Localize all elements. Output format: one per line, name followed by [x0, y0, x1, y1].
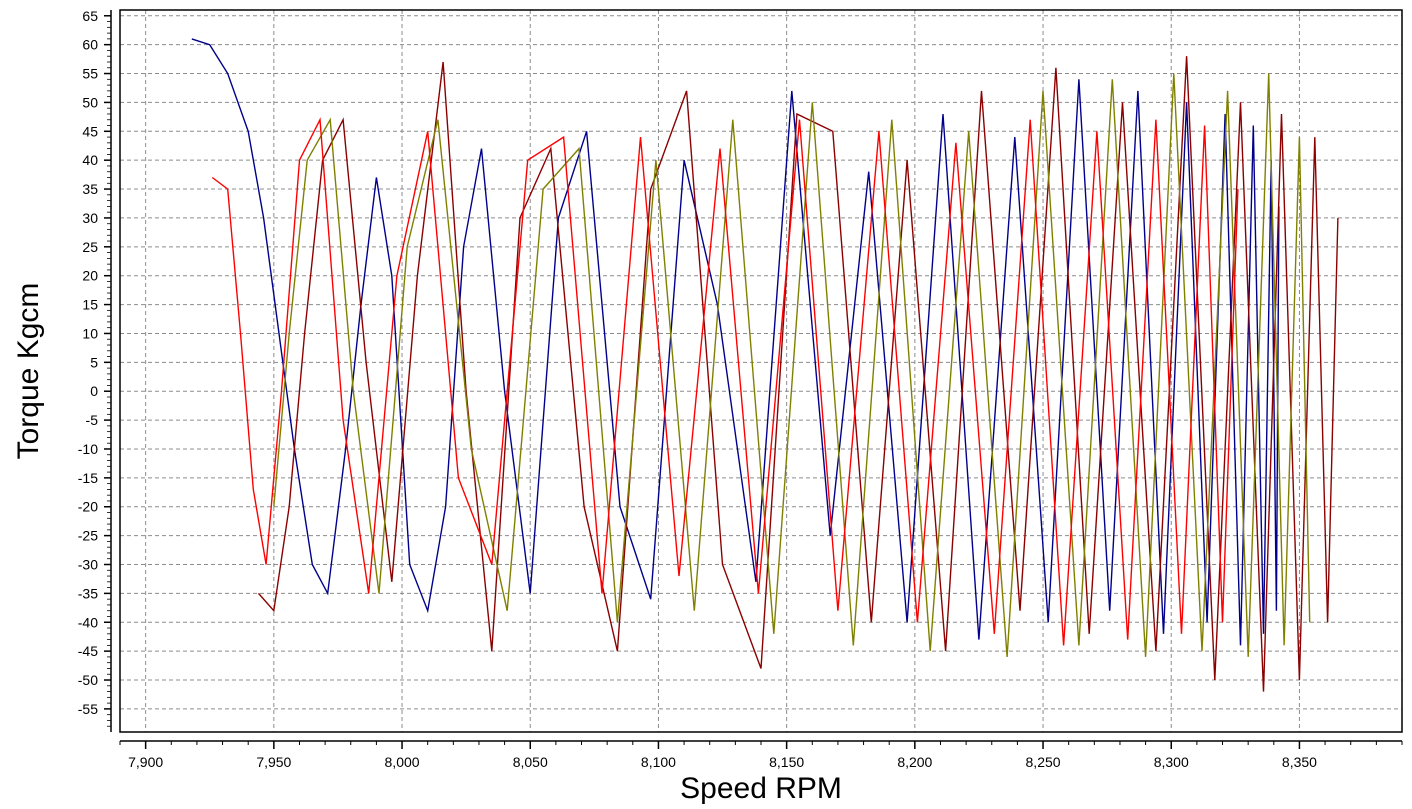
y-tick-label: -25 — [78, 528, 98, 544]
y-tick-label: 15 — [82, 297, 98, 313]
y-axis-title: Torque Kgcm — [12, 283, 45, 460]
y-tick-label: -45 — [78, 643, 98, 659]
series-line-1 — [191, 38, 1280, 646]
y-tick-label: -15 — [78, 470, 98, 486]
x-tick-label: 7,900 — [128, 754, 163, 770]
y-tick-label: -30 — [78, 556, 98, 572]
y-tick-label: -35 — [78, 585, 98, 601]
series-group — [191, 38, 1339, 692]
y-tick-label: -55 — [78, 701, 98, 717]
y-tick-label: 55 — [82, 66, 98, 82]
y-tick-label: -5 — [86, 412, 99, 428]
axis-ticks: 65605550454035302520151050-5-10-15-20-25… — [78, 8, 1403, 770]
y-tick-label: 0 — [90, 383, 98, 399]
y-tick-label: 25 — [82, 239, 98, 255]
y-tick-label: 45 — [82, 123, 98, 139]
y-tick-label: 40 — [82, 152, 98, 168]
y-tick-label: 10 — [82, 325, 98, 341]
y-tick-label: 30 — [82, 210, 98, 226]
plot-background — [120, 10, 1402, 732]
plot-frame — [119, 9, 1403, 733]
x-tick-label: 8,000 — [385, 754, 420, 770]
x-tick-label: 8,050 — [513, 754, 548, 770]
x-tick-label: 8,100 — [641, 754, 676, 770]
y-tick-label: 5 — [90, 354, 98, 370]
y-tick-label: 20 — [82, 268, 98, 284]
y-tick-label: -40 — [78, 614, 98, 630]
y-tick-label: -50 — [78, 672, 98, 688]
series-line-4 — [211, 117, 1239, 646]
y-tick-label: 60 — [82, 37, 98, 53]
x-tick-label: 8,150 — [769, 754, 804, 770]
x-tick-label: 8,350 — [1282, 754, 1317, 770]
x-tick-label: 7,950 — [256, 754, 291, 770]
y-tick-label: -20 — [78, 499, 98, 515]
x-tick-label: 8,300 — [1154, 754, 1189, 770]
y-tick-label: 35 — [82, 181, 98, 197]
x-axis-title: Speed RPM — [680, 772, 842, 805]
y-tick-label: -10 — [78, 441, 98, 457]
x-tick-label: 8,200 — [897, 754, 932, 770]
y-tick-label: 65 — [82, 8, 98, 24]
x-tick-label: 8,250 — [1026, 754, 1061, 770]
series-line-3 — [273, 73, 1311, 657]
y-tick-label: 50 — [82, 94, 98, 110]
